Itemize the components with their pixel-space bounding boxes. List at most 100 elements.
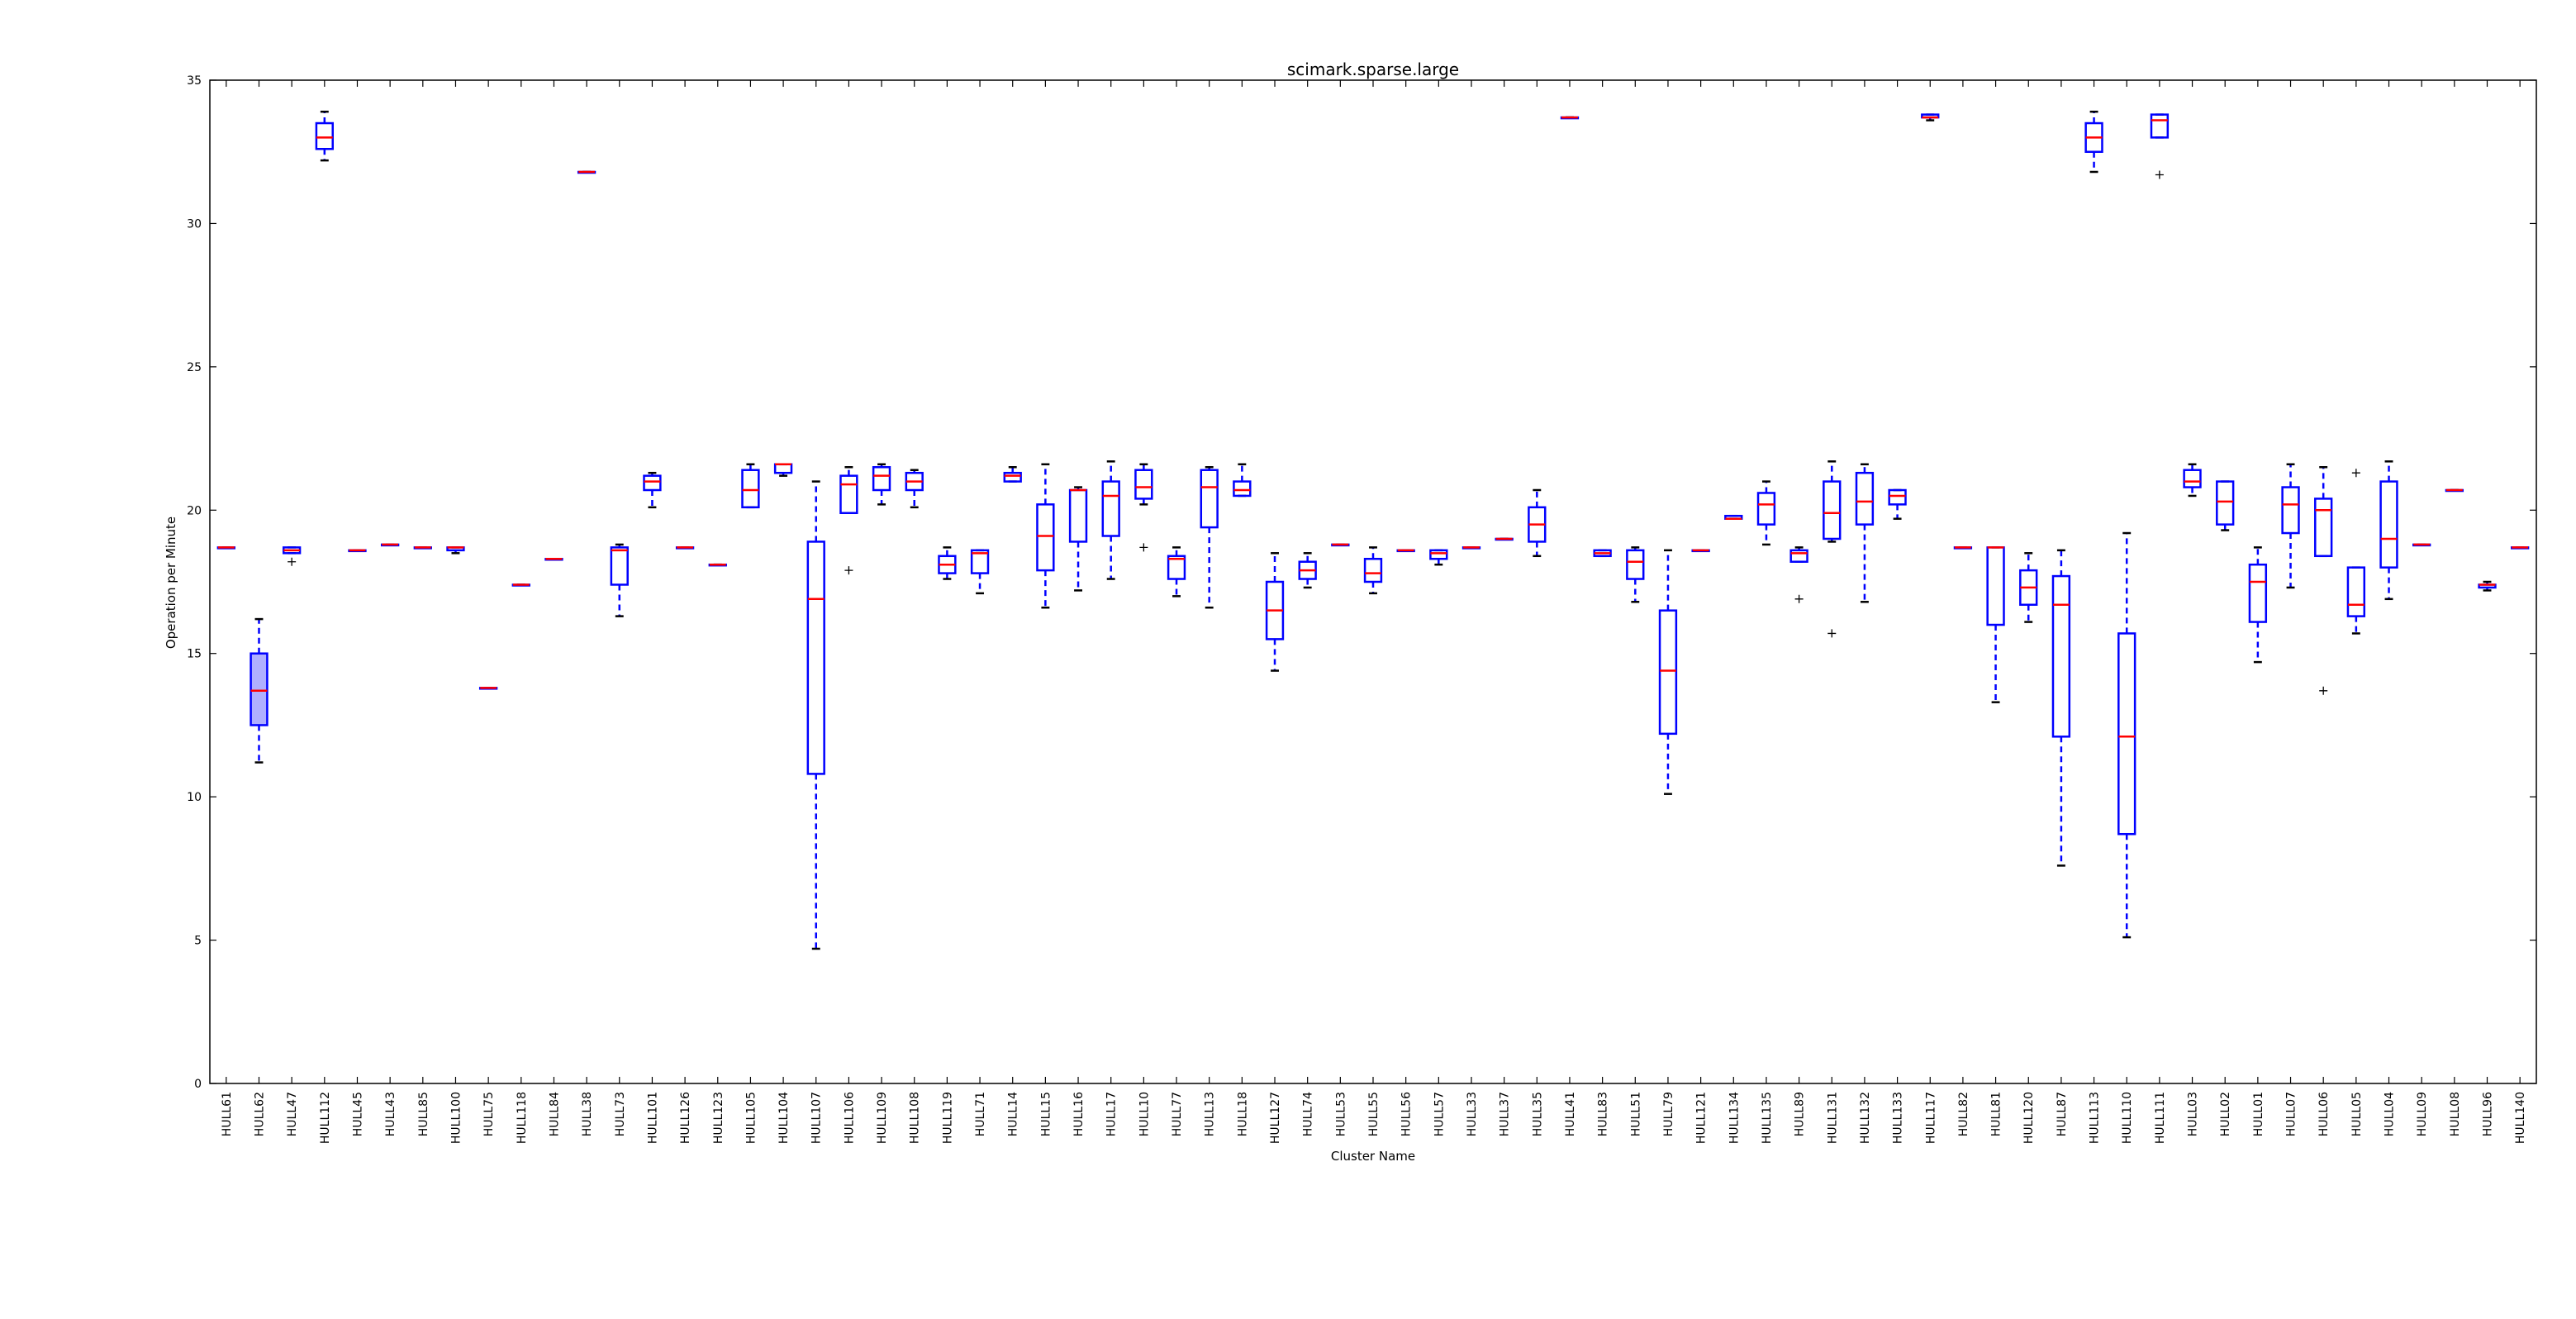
x-tick-label: HULL14 <box>1007 1092 1020 1136</box>
x-tick-label: HULL10 <box>1138 1092 1151 1136</box>
outlier-marker <box>2351 469 2360 478</box>
x-tick-label: HULL55 <box>1367 1092 1381 1136</box>
x-tick-label: HULL131 <box>1826 1092 1839 1144</box>
x-tick-label: HULL62 <box>253 1092 266 1136</box>
box <box>970 549 990 574</box>
x-tick-label: HULL47 <box>286 1092 299 1136</box>
box <box>2314 498 2333 558</box>
x-tick-label: HULL08 <box>2449 1092 2462 1136</box>
box <box>1626 549 1645 580</box>
x-tick-label: HULL85 <box>417 1092 430 1136</box>
box <box>2150 113 2170 139</box>
y-tick-label: 20 <box>187 504 202 517</box>
box <box>315 121 334 150</box>
chart-title: scimark.sparse.large <box>1286 60 1460 79</box>
x-tick-label: HULL35 <box>1531 1092 1544 1136</box>
x-axis-label: Cluster Name <box>1330 1149 1416 1164</box>
x-tick-label: HULL84 <box>548 1092 561 1136</box>
box <box>1233 480 1252 498</box>
x-tick-label: HULL126 <box>679 1092 692 1144</box>
outlier-marker <box>2319 686 2328 695</box>
x-tick-label: HULL57 <box>1433 1092 1446 1136</box>
x-tick-label: HULL51 <box>1629 1092 1642 1136</box>
x-tick-label: HULL38 <box>581 1092 594 1136</box>
x-tick-label: HULL120 <box>2022 1092 2036 1144</box>
outlier-marker <box>288 557 297 566</box>
box <box>1823 480 1842 540</box>
x-tick-label: HULL13 <box>1204 1092 1217 1136</box>
x-tick-label: HULL89 <box>1794 1092 1807 1136</box>
x-tick-label: HULL74 <box>1302 1092 1315 1136</box>
box <box>1429 549 1448 560</box>
x-tick-label: HULL33 <box>1466 1092 1479 1136</box>
x-tick-label: HULL101 <box>646 1092 659 1144</box>
box <box>2216 480 2235 526</box>
box <box>1068 488 1088 543</box>
box <box>2379 480 2398 569</box>
x-tick-label: HULL108 <box>909 1092 922 1144</box>
x-tick-label: HULL119 <box>941 1092 954 1144</box>
x-tick-label: HULL17 <box>1105 1092 1119 1136</box>
x-tick-label: HULL43 <box>384 1092 397 1136</box>
box <box>1789 549 1808 563</box>
x-tick-label: HULL106 <box>843 1092 856 1144</box>
x-tick-label: HULL133 <box>1892 1092 1905 1144</box>
x-tick-label: HULL96 <box>2482 1092 2495 1136</box>
box <box>610 546 629 586</box>
x-tick-label: HULL140 <box>2514 1092 2527 1144</box>
box <box>1134 469 1153 500</box>
x-tick-label: HULL07 <box>2285 1092 2298 1136</box>
x-tick-label: HULL134 <box>1728 1092 1741 1144</box>
box <box>1756 492 1776 526</box>
x-tick-label: HULL37 <box>1499 1092 1512 1136</box>
x-tick-label: HULL75 <box>482 1092 496 1136</box>
y-tick-label: 30 <box>187 217 202 231</box>
x-tick-label: HULL77 <box>1171 1092 1184 1136</box>
box <box>1855 471 1875 526</box>
outlier-marker <box>1827 629 1837 638</box>
outlier-marker <box>2155 170 2164 179</box>
outlier-marker <box>844 566 853 575</box>
outlier-marker <box>1139 543 1148 552</box>
x-tick-label: HULL117 <box>1924 1092 1937 1144</box>
box <box>773 463 793 474</box>
x-tick-label: HULL100 <box>449 1092 463 1144</box>
x-tick-label: HULL105 <box>744 1092 758 1144</box>
x-tick-label: HULL06 <box>2317 1092 2331 1136</box>
box <box>839 474 858 515</box>
x-tick-label: HULL118 <box>516 1092 529 1144</box>
x-tick-label: HULL15 <box>1039 1092 1053 1136</box>
box <box>2281 486 2300 535</box>
box <box>2117 632 2136 836</box>
x-tick-label: HULL112 <box>319 1092 332 1144</box>
x-tick-label: HULL104 <box>777 1092 791 1144</box>
x-tick-label: HULL71 <box>974 1092 987 1136</box>
box <box>2248 563 2268 623</box>
x-tick-label: HULL83 <box>1597 1092 1610 1136</box>
box <box>1036 503 1055 572</box>
box <box>2183 469 2202 488</box>
box <box>2051 574 2071 738</box>
box <box>741 469 760 509</box>
box <box>643 474 662 492</box>
x-tick-label: HULL79 <box>1662 1092 1675 1136</box>
x-tick-label: HULL123 <box>712 1092 725 1144</box>
x-tick-label: HULL41 <box>1564 1092 1577 1136</box>
x-tick-label: HULL87 <box>2056 1092 2069 1136</box>
x-tick-label: HULL107 <box>810 1092 824 1144</box>
y-tick-label: 35 <box>187 74 202 88</box>
y-tick-label: 5 <box>194 935 202 948</box>
box <box>1200 469 1219 529</box>
box <box>1167 555 1186 580</box>
box <box>250 652 269 726</box>
x-tick-label: HULL05 <box>2350 1092 2364 1136</box>
x-tick-label: HULL135 <box>1761 1092 1774 1144</box>
x-tick-label: HULL04 <box>2384 1092 2397 1136</box>
x-tick-label: HULL16 <box>1072 1092 1086 1136</box>
x-tick-label: HULL09 <box>2416 1092 2429 1136</box>
box <box>806 540 825 775</box>
box <box>1363 558 1383 583</box>
x-tick-label: HULL61 <box>221 1092 234 1136</box>
